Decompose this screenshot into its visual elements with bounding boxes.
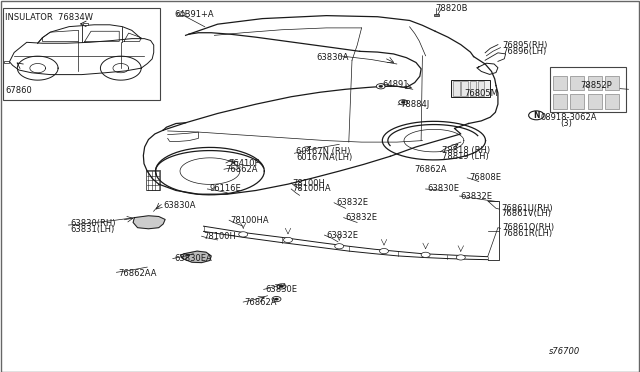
Text: 78818 (RH): 78818 (RH) (442, 146, 490, 155)
Text: 63832E: 63832E (346, 213, 378, 222)
Circle shape (529, 111, 544, 120)
Text: 63832E: 63832E (461, 192, 493, 201)
Text: 78884J: 78884J (400, 100, 429, 109)
Text: INSULATOR  76834W: INSULATOR 76834W (5, 13, 93, 22)
Text: 63830EA: 63830EA (174, 254, 212, 263)
Text: 64891: 64891 (383, 80, 409, 89)
Polygon shape (133, 216, 165, 229)
Text: 76861U(RH): 76861U(RH) (501, 204, 553, 213)
Bar (553, 76, 567, 90)
Text: 78100H: 78100H (204, 232, 236, 241)
Text: 76861Q(RH): 76861Q(RH) (502, 223, 554, 232)
Bar (434, 14, 439, 16)
Text: s76700: s76700 (548, 347, 580, 356)
Text: 78819 (LH): 78819 (LH) (442, 152, 488, 161)
Bar (553, 94, 567, 109)
Text: 78100HA: 78100HA (292, 185, 331, 193)
Bar (605, 94, 619, 109)
Polygon shape (180, 251, 211, 263)
Circle shape (399, 100, 408, 105)
Bar (146, 170, 160, 190)
Text: 64B91+A: 64B91+A (174, 10, 214, 19)
Text: 78100HA: 78100HA (230, 216, 269, 225)
Text: 76861V(LH): 76861V(LH) (501, 209, 551, 218)
Text: 76862A: 76862A (415, 165, 447, 174)
Bar (588, 94, 602, 109)
Text: 76861R(LH): 76861R(LH) (502, 229, 552, 238)
Bar (4, 61, 9, 63)
Bar (461, 81, 468, 96)
Circle shape (177, 12, 185, 16)
Bar (605, 76, 619, 90)
Text: N: N (533, 111, 540, 120)
Bar (470, 81, 476, 96)
Bar (453, 81, 460, 96)
Text: 63830E: 63830E (428, 185, 460, 193)
Circle shape (335, 244, 344, 249)
Circle shape (379, 85, 383, 87)
Bar (570, 94, 584, 109)
Circle shape (284, 237, 292, 243)
Circle shape (277, 284, 286, 289)
Bar (550, 67, 626, 112)
Text: 63830(RH): 63830(RH) (70, 219, 116, 228)
Text: 96116E: 96116E (209, 185, 241, 193)
Text: 60167N (RH): 60167N (RH) (296, 147, 351, 156)
Circle shape (456, 255, 465, 260)
Circle shape (272, 296, 281, 302)
Text: 63830E: 63830E (266, 285, 298, 294)
Circle shape (275, 298, 278, 300)
Text: 60167NA(LH): 60167NA(LH) (296, 153, 353, 162)
Text: 08918-3062A: 08918-3062A (541, 113, 597, 122)
Circle shape (280, 285, 284, 288)
Text: 76862A: 76862A (244, 298, 277, 307)
Circle shape (421, 252, 430, 257)
Text: 78852P: 78852P (580, 81, 612, 90)
Text: (3): (3) (560, 119, 572, 128)
Bar (570, 76, 584, 90)
Bar (588, 76, 602, 90)
Text: 76896(LH): 76896(LH) (502, 47, 547, 56)
Text: 63830A: 63830A (317, 53, 349, 62)
Text: 78100H: 78100H (292, 179, 325, 187)
Text: 78820B: 78820B (435, 4, 468, 13)
Text: 76805M: 76805M (465, 89, 499, 98)
Bar (478, 81, 484, 96)
Text: 63832E: 63832E (326, 231, 358, 240)
Bar (83, 23, 88, 25)
Circle shape (401, 101, 405, 103)
Circle shape (380, 248, 388, 254)
Text: 76862AA: 76862AA (118, 269, 157, 278)
Text: 63832E: 63832E (336, 198, 368, 207)
Text: 67860: 67860 (5, 86, 32, 94)
Text: 76410F: 76410F (228, 159, 259, 168)
Text: 76862A: 76862A (225, 165, 258, 174)
Bar (451, 80, 490, 97)
Circle shape (239, 232, 248, 237)
Text: 76808E: 76808E (469, 173, 501, 182)
Text: 76895(RH): 76895(RH) (502, 41, 548, 50)
Circle shape (376, 84, 385, 89)
Bar (3, 8, 160, 100)
Text: 63831(LH): 63831(LH) (70, 225, 115, 234)
Text: 63830A: 63830A (163, 201, 196, 210)
